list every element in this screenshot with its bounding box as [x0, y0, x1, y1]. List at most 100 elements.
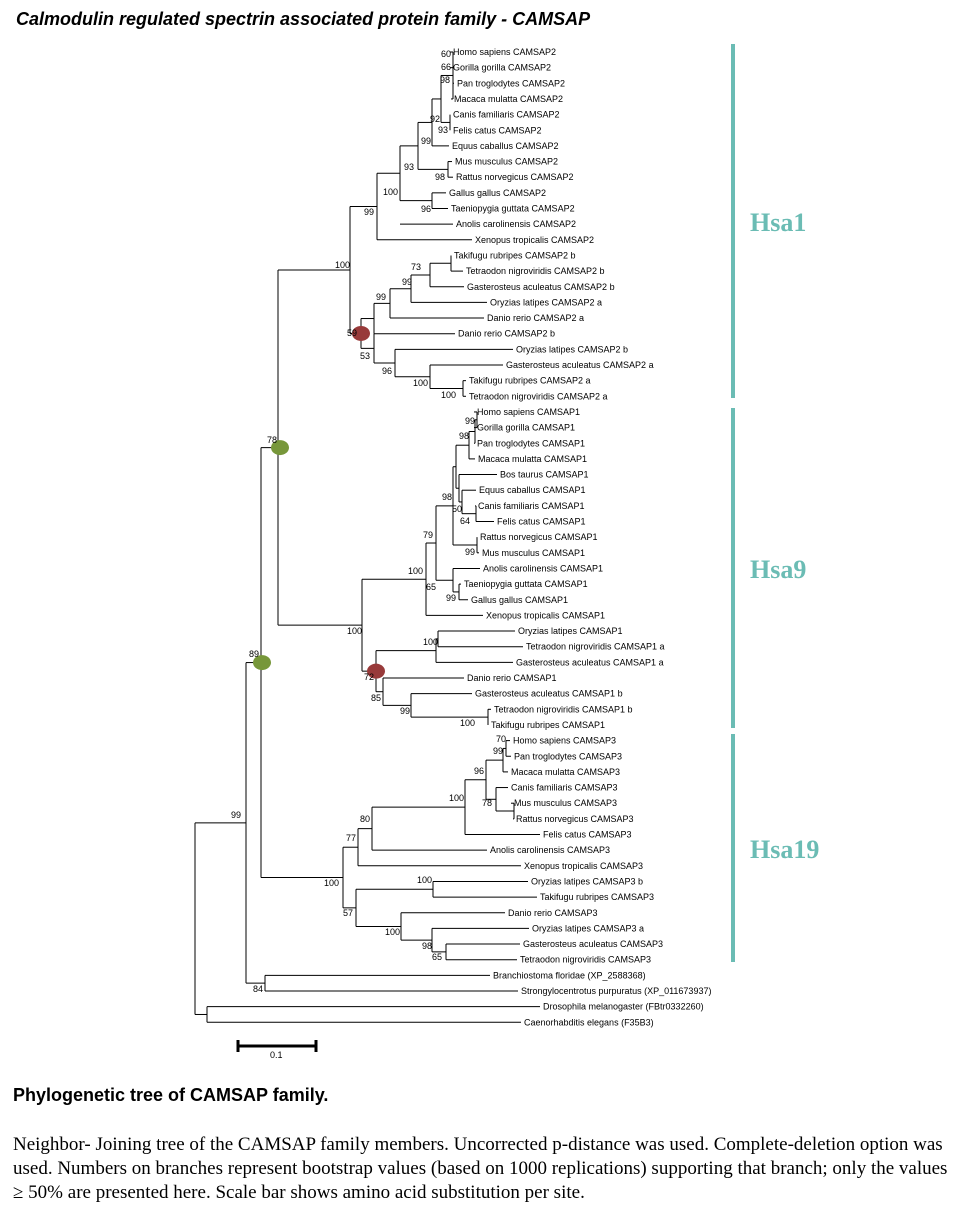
bootstrap-value: 99 [421, 136, 431, 146]
leaf-label: Caenorhabditis elegans (F35B3) [524, 1017, 654, 1027]
leaf-label: Gallus gallus CAMSAP2 [449, 188, 546, 198]
leaf-label: Homo sapiens CAMSAP1 [477, 407, 580, 417]
leaf-label: Taeniopygia guttata CAMSAP1 [464, 579, 588, 589]
leaf-label: Takifugu rubripes CAMSAP2 a [469, 376, 591, 386]
bootstrap-value: 99 [465, 547, 475, 557]
phylogenetic-tree: Homo sapiens CAMSAP2 Gorilla gorilla CAMS… [194, 44, 819, 1060]
bootstrap-value: 53 [360, 351, 370, 361]
bootstrap-value: 78 [267, 435, 277, 445]
bootstrap-value: 100 [324, 878, 339, 888]
bootstrap-value: 50 [452, 504, 462, 514]
bootstrap-value: 99 [465, 416, 475, 426]
leaf-label: Pan troglodytes CAMSAP3 [514, 751, 622, 761]
leaf-label: Xenopus tropicalis CAMSAP2 [475, 235, 594, 245]
leaf-label: Gorilla gorilla CAMSAP1 [477, 423, 575, 433]
bootstrap-value: 100 [383, 187, 398, 197]
leaf-label: Tetraodon nigroviridis CAMSAP2 a [469, 391, 608, 401]
leaf-label: Anolis carolinensis CAMSAP1 [483, 563, 603, 573]
leaf-label: Macaca mulatta CAMSAP1 [478, 454, 587, 464]
leaf-label: Pan troglodytes CAMSAP2 [457, 78, 565, 88]
bootstrap-value: 100 [335, 260, 350, 270]
leaf-label: Oryzias latipes CAMSAP2 a [490, 297, 602, 307]
bootstrap-value: 100 [347, 626, 362, 636]
bootstrap-value: 100 [423, 637, 438, 647]
leaf-label: Drosophila melanogaster (FBtr0332260) [543, 1002, 704, 1012]
leaf-label: Macaca mulatta CAMSAP2 [454, 94, 563, 104]
leaf-label: Xenopus tropicalis CAMSAP3 [524, 861, 643, 871]
leaf-label: Branchiostoma floridae (XP_2588368) [493, 970, 646, 980]
bootstrap-value: 57 [343, 908, 353, 918]
leaf-label: Gasterosteus aculeatus CAMSAP3 [523, 939, 663, 949]
clade-bar [731, 408, 735, 728]
bootstrap-value: 70 [496, 734, 506, 744]
bootstrap-value: 64 [460, 516, 470, 526]
clade-bars: Hsa1 Hsa9 Hsa19 [731, 44, 819, 962]
bootstrap-value: 99 [376, 292, 386, 302]
leaf-label: Oryzias latipes CAMSAP3 a [532, 923, 644, 933]
clade-label: Hsa19 [750, 835, 819, 864]
duplication-node-marker [271, 440, 289, 456]
duplication-node-marker [253, 655, 271, 671]
bootstrap-value: 100 [408, 566, 423, 576]
leaf-label: Oryzias latipes CAMSAP1 [518, 626, 623, 636]
leaf-label: Tetraodon nigroviridis CAMSAP1 b [494, 704, 633, 714]
leaf-label: Takifugu rubripes CAMSAP3 [540, 892, 654, 902]
scale-bar: 0.1 [236, 1040, 318, 1060]
leaf-label: Takifugu rubripes CAMSAP2 b [454, 250, 576, 260]
bootstrap-value: 100 [449, 793, 464, 803]
leaf-label: Homo sapiens CAMSAP2 [453, 47, 556, 57]
bootstrap-value: 93 [438, 125, 448, 135]
bootstrap-value: 99 [231, 810, 241, 820]
bootstrap-value: 98 [442, 492, 452, 502]
duplication-node-marker [352, 325, 370, 341]
bootstrap-value: 93 [404, 162, 414, 172]
leaf-label: Felis catus CAMSAP1 [497, 517, 586, 527]
clade-bar [731, 44, 735, 398]
leaf-label: Mus musculus CAMSAP3 [514, 798, 617, 808]
bootstrap-value: 65 [432, 952, 442, 962]
leaf-label: Bos taurus CAMSAP1 [500, 470, 589, 480]
bootstrap-value: 84 [253, 984, 263, 994]
bootstrap-value: 98 [435, 172, 445, 182]
bootstrap-value: 100 [413, 378, 428, 388]
figure-title: Calmodulin regulated spectrin associated… [16, 9, 591, 29]
leaf-label: Gorilla gorilla CAMSAP2 [453, 63, 551, 73]
leaf-label: Macaca mulatta CAMSAP3 [511, 767, 620, 777]
bootstrap-value: 89 [249, 649, 259, 659]
leaf-label: Mus musculus CAMSAP1 [482, 548, 585, 558]
leaf-label: Oryzias latipes CAMSAP2 b [516, 344, 628, 354]
leaf-label: Gasterosteus aculeatus CAMSAP1 a [516, 657, 664, 667]
leaf-label: Equus caballus CAMSAP2 [452, 141, 559, 151]
bootstrap-value: 65 [426, 582, 436, 592]
scale-bar-label: 0.1 [270, 1050, 283, 1060]
bootstrap-value: 99 [493, 746, 503, 756]
duplication-node-marker [367, 663, 385, 679]
leaf-label: Canis familiaris CAMSAP2 [453, 110, 560, 120]
bootstrap-value: 96 [382, 366, 392, 376]
bootstrap-value: 77 [346, 833, 356, 843]
bootstrap-value: 98 [440, 75, 450, 85]
leaf-label: Rattus norvegicus CAMSAP2 [456, 172, 574, 182]
bootstrap-value: 98 [459, 431, 469, 441]
leaf-label: Xenopus tropicalis CAMSAP1 [486, 610, 605, 620]
bootstrap-value: 98 [422, 941, 432, 951]
leaf-label: Rattus norvegicus CAMSAP1 [480, 532, 598, 542]
bootstrap-value: 73 [411, 262, 421, 272]
leaf-label: Rattus norvegicus CAMSAP3 [516, 814, 634, 824]
bootstrap-value: 96 [421, 204, 431, 214]
bootstrap-value: 72 [364, 672, 374, 682]
leaf-label: Danio rerio CAMSAP2 a [487, 313, 584, 323]
bootstrap-value: 78 [482, 798, 492, 808]
leaf-label: Danio rerio CAMSAP3 [508, 908, 598, 918]
leaf-label: Canis familiaris CAMSAP3 [511, 783, 618, 793]
caption-heading: Phylogenetic tree of CAMSAP family. [13, 1085, 329, 1105]
leaf-label: Danio rerio CAMSAP2 b [458, 329, 555, 339]
bootstrap-value: 99 [400, 706, 410, 716]
clade-label: Hsa1 [750, 208, 806, 237]
leaf-label: Taeniopygia guttata CAMSAP2 [451, 204, 575, 214]
leaf-label: Tetraodon nigroviridis CAMSAP1 a [526, 642, 665, 652]
bootstrap-value: 100 [385, 927, 400, 937]
leaf-label: Anolis carolinensis CAMSAP2 [456, 219, 576, 229]
leaf-label: Danio rerio CAMSAP1 [467, 673, 557, 683]
leaf-label: Homo sapiens CAMSAP3 [513, 736, 616, 746]
